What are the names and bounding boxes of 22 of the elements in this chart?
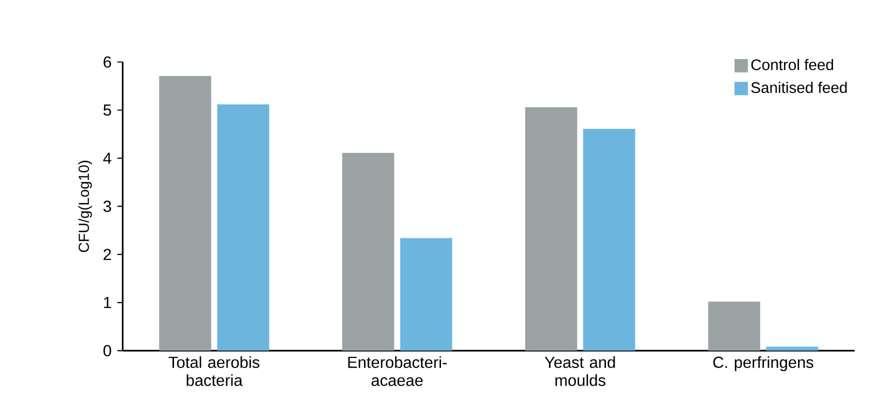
y-tick-label: 2 [104, 248, 111, 260]
y-tick-label: 3 [103, 200, 112, 212]
y-tick-label: 0 [103, 344, 112, 356]
x-tick-label: Enterobacteri-acaeae [348, 356, 447, 386]
bar [217, 104, 270, 351]
x-tick-label: C. perfringens [713, 356, 814, 372]
x-tick-label: Total aerobis bacteria [168, 356, 260, 386]
y-tick-label: 6 [104, 56, 112, 68]
bar [583, 128, 636, 351]
bar [159, 76, 212, 351]
bar [342, 152, 394, 351]
legend-label: Control feed [751, 58, 834, 70]
y-tick-label: 5 [103, 104, 112, 116]
y-tick-label: 1 [104, 297, 111, 308]
bar [400, 238, 452, 351]
x-tick-label: Yeast and moulds [544, 356, 615, 386]
bar [708, 302, 760, 351]
legend-label: Sanitised feed [751, 82, 847, 94]
bar [766, 346, 818, 351]
bar [525, 107, 578, 351]
y-tick-label: 4 [103, 152, 112, 164]
y-axis-title: CFU/g(Log10) [78, 160, 92, 252]
